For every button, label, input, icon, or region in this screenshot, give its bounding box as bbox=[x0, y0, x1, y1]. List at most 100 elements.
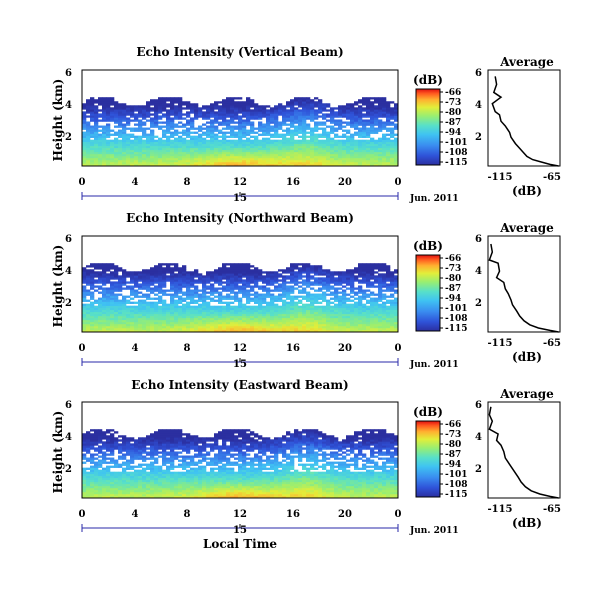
heatmap-cell bbox=[130, 151, 135, 155]
heatmap-cell bbox=[110, 445, 115, 448]
heatmap-cell bbox=[114, 111, 119, 114]
heatmap-cell bbox=[378, 125, 383, 128]
heatmap-cell bbox=[142, 459, 147, 462]
heatmap-cell bbox=[310, 283, 315, 286]
heatmap-cell bbox=[362, 307, 367, 311]
heatmap-cell bbox=[302, 139, 307, 143]
heatmap-cell bbox=[82, 455, 87, 458]
heatmap-cell bbox=[290, 317, 295, 321]
heatmap-cell bbox=[122, 485, 127, 489]
heatmap-cell bbox=[122, 435, 127, 438]
heatmap-cell bbox=[246, 159, 251, 163]
heatmap-cell bbox=[82, 457, 87, 460]
heatmap-cell bbox=[326, 143, 331, 147]
heatmap-cell bbox=[230, 131, 235, 134]
heatmap-cell bbox=[158, 265, 163, 268]
heatmap-cell bbox=[106, 265, 111, 268]
heatmap-cell bbox=[370, 323, 375, 327]
heatmap-cell bbox=[106, 143, 111, 147]
heatmap-cell bbox=[90, 269, 95, 272]
heatmap-cell bbox=[194, 289, 199, 292]
heatmap-cell bbox=[202, 115, 207, 118]
heatmap-cell bbox=[174, 315, 179, 319]
heatmap-cell bbox=[306, 97, 311, 100]
heatmap-cell bbox=[122, 305, 127, 309]
heatmap-cell bbox=[174, 149, 179, 153]
heatmap-cell bbox=[238, 157, 243, 161]
heatmap-cell bbox=[250, 325, 255, 329]
heatmap-cell bbox=[290, 281, 295, 284]
heatmap-cell bbox=[190, 285, 195, 288]
y-tick-label: 6 bbox=[65, 68, 72, 79]
heatmap-cell bbox=[334, 145, 339, 149]
heatmap-cell bbox=[394, 271, 399, 274]
heatmap-cell bbox=[186, 313, 191, 317]
heatmap-cell bbox=[390, 327, 395, 331]
heatmap-cell bbox=[318, 309, 323, 313]
heatmap-cell bbox=[186, 107, 191, 110]
heatmap-cell bbox=[86, 435, 91, 438]
heatmap-cell bbox=[322, 143, 327, 147]
heatmap-cell bbox=[106, 117, 111, 120]
heatmap-cell bbox=[214, 121, 219, 124]
heatmap-cell bbox=[234, 279, 239, 282]
heatmap-cell bbox=[302, 265, 307, 268]
heatmap-cell bbox=[382, 275, 387, 278]
heatmap-cell bbox=[346, 139, 351, 143]
heatmap-cell bbox=[238, 281, 243, 284]
heatmap-cell bbox=[322, 123, 327, 126]
heatmap-cell bbox=[358, 269, 363, 272]
heatmap-cell bbox=[138, 143, 143, 147]
heatmap-cell bbox=[182, 307, 187, 311]
heatmap-cell bbox=[138, 301, 143, 304]
heatmap-cell bbox=[374, 313, 379, 317]
heatmap-cell bbox=[130, 325, 135, 329]
heatmap-cell bbox=[254, 137, 259, 140]
heatmap-cell bbox=[290, 325, 295, 329]
heatmap-cell bbox=[342, 141, 347, 145]
heatmap-cell bbox=[234, 135, 239, 138]
heatmap-cell bbox=[294, 161, 299, 165]
heatmap-cell bbox=[206, 287, 211, 290]
heatmap-cell bbox=[294, 145, 299, 149]
heatmap-cell bbox=[166, 327, 171, 331]
heatmap-cell bbox=[134, 145, 139, 149]
heatmap-cell bbox=[182, 151, 187, 155]
heatmap-cell bbox=[386, 101, 391, 104]
heatmap-cell bbox=[270, 271, 275, 274]
heatmap-cell bbox=[110, 113, 115, 116]
heatmap-cell bbox=[318, 151, 323, 155]
heatmap-cell bbox=[122, 311, 127, 315]
heatmap-cell bbox=[134, 307, 139, 311]
heatmap-cell bbox=[206, 147, 211, 151]
heatmap-cell bbox=[94, 323, 99, 327]
heatmap-cell bbox=[310, 297, 315, 300]
heatmap-cell bbox=[298, 289, 303, 292]
heatmap-cell bbox=[274, 281, 279, 284]
heatmap-cell bbox=[186, 129, 191, 132]
heatmap-cell bbox=[250, 279, 255, 282]
heatmap-cell bbox=[322, 109, 327, 112]
heatmap-cell bbox=[186, 141, 191, 145]
heatmap-cell bbox=[130, 281, 135, 284]
heatmap-cell bbox=[374, 317, 379, 321]
heatmap-cell bbox=[270, 323, 275, 327]
heatmap-cell bbox=[266, 325, 271, 329]
heatmap-cell bbox=[86, 479, 91, 483]
heatmap-cell bbox=[134, 443, 139, 446]
heatmap-cell bbox=[154, 115, 159, 118]
heatmap-cell bbox=[314, 151, 319, 155]
heatmap-cell bbox=[90, 133, 95, 136]
heatmap-cell bbox=[142, 481, 147, 485]
heatmap-cell bbox=[226, 321, 231, 325]
heatmap-cell bbox=[194, 103, 199, 106]
heatmap-cell bbox=[110, 491, 115, 495]
heatmap-cell bbox=[182, 299, 187, 302]
heatmap-cell bbox=[118, 435, 123, 438]
heatmap-cell bbox=[358, 295, 363, 298]
heatmap-cell bbox=[154, 159, 159, 163]
heatmap-cell bbox=[378, 307, 383, 311]
heatmap-cell bbox=[106, 269, 111, 272]
heatmap-cell bbox=[290, 105, 295, 108]
heatmap-cell bbox=[182, 117, 187, 120]
